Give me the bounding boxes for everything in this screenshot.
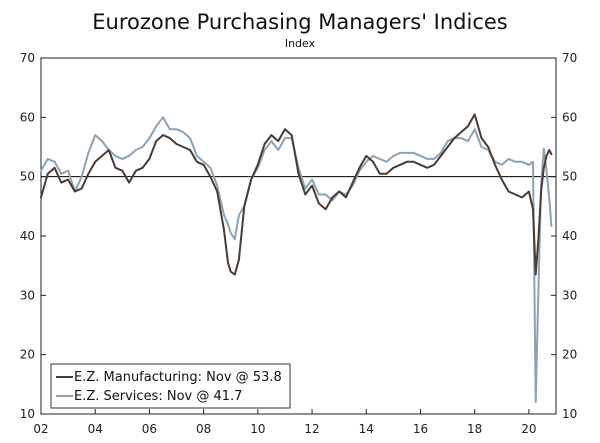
legend: E.Z. Manufacturing: Nov @ 53.8 E.Z. Serv… [50, 363, 291, 409]
chart-subtitle: Index [285, 37, 316, 50]
y-tick-label-right: 20 [562, 348, 577, 362]
x-tick-label: 20 [521, 422, 536, 436]
y-axis-right: 10 20 30 40 50 60 70 [551, 51, 577, 421]
y-tick-label-left: 40 [20, 229, 35, 243]
chart-title: Eurozone Purchasing Managers' Indices [92, 10, 507, 34]
x-tick-label: 08 [196, 422, 211, 436]
x-tick-label: 18 [467, 422, 482, 436]
y-tick-label-left: 50 [20, 170, 35, 184]
y-tick-label-left: 10 [20, 407, 35, 421]
x-tick-label: 04 [88, 422, 103, 436]
series-line-manufacturing [40, 113, 553, 276]
y-tick-label-right: 60 [562, 110, 577, 124]
y-axis-left: 10 20 30 40 50 60 70 [20, 51, 46, 421]
y-tick-label-right: 10 [562, 407, 577, 421]
x-tick-label: 16 [413, 422, 428, 436]
x-tick-label: 12 [304, 422, 319, 436]
series-group [40, 113, 553, 404]
legend-label-manufacturing: E.Z. Manufacturing: Nov @ 53.8 [74, 370, 282, 385]
plot-area [40, 57, 557, 415]
y-tick-label-right: 70 [562, 51, 577, 65]
x-tick-label: 14 [359, 422, 374, 436]
y-tick-label-left: 70 [20, 51, 35, 65]
x-tick-label: 10 [250, 422, 265, 436]
y-tick-label-right: 40 [562, 229, 577, 243]
legend-box [50, 363, 291, 409]
x-tick-label: 02 [33, 422, 48, 436]
x-axis: 02 04 06 08 10 12 14 16 18 20 [33, 409, 537, 436]
y-tick-label-left: 20 [20, 348, 35, 362]
legend-label-services: E.Z. Services: Nov @ 41.7 [74, 389, 242, 404]
y-tick-label-left: 30 [20, 288, 35, 302]
x-tick-label: 06 [142, 422, 157, 436]
y-tick-label-right: 50 [562, 170, 577, 184]
y-tick-label-right: 30 [562, 288, 577, 302]
y-tick-label-left: 60 [20, 110, 35, 124]
